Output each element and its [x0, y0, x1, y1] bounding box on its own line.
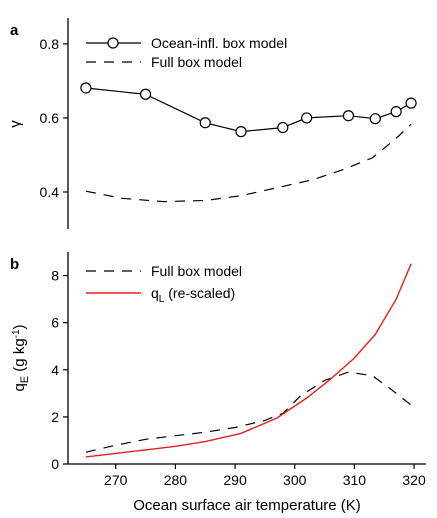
legend-full-box-model-b: Full box model: [151, 263, 242, 279]
panel-a-series-0-point: [342, 110, 355, 122]
panel-b-y-axis-label: qE (g kg-1): [11, 324, 31, 391]
panel-b-series-0-line: [85, 371, 412, 453]
legend-full-box-model-a: Full box model: [151, 54, 242, 70]
panel-a-y-tick-label: 0.4: [40, 184, 60, 200]
panel-a-y-tick-label: 0.8: [40, 36, 60, 52]
panel-b-series: [85, 263, 412, 458]
panel-a-y-ticks: 0.4 0.6 0.8: [40, 36, 68, 200]
panel-a-series-0-point: [139, 88, 152, 100]
panel-a: a γ 0.4 0.6 0.8 Ocean-infl. box model Full…: [7, 18, 417, 229]
panel-b-x-axis-label: Ocean surface air temperature (K): [133, 497, 361, 514]
panel-a-series-0-point: [235, 126, 247, 138]
panel-b-x-ticks: 270 280 290 300 310 320: [104, 464, 426, 488]
panel-b-y-tick-label: 6: [51, 315, 59, 331]
legend-ocean-marker: [107, 37, 119, 49]
panel-b-y-ticks: 0 2 4 6 8: [51, 268, 68, 472]
panel-b-y-tick-label: 4: [51, 362, 59, 378]
panel-a-series-0-point: [199, 117, 211, 129]
panel-b-y-tick-label: 2: [51, 409, 59, 425]
panel-b-series-1-line: [85, 263, 412, 458]
panel-b-y-tick-label: 8: [51, 268, 59, 284]
panel-a-series-0-point: [80, 82, 92, 94]
panel-a-series-0-point: [405, 97, 417, 109]
panel-a-series-0-line: [85, 87, 412, 133]
panel-b-legend: Full box model qL (re-scaled): [86, 263, 242, 305]
panel-a-y-tick-label: 0.6: [40, 110, 60, 126]
panel-b-x-tick-label: 310: [343, 472, 367, 488]
panel-b-label: b: [10, 256, 19, 273]
panel-a-label: a: [10, 22, 19, 39]
panel-a-y-axis-label: γ: [7, 120, 24, 128]
panel-a-legend: Ocean-infl. box model Full box model: [86, 35, 287, 70]
panel-b-x-tick-label: 320: [402, 472, 426, 488]
panel-a-series-1-line: [85, 123, 412, 203]
panel-a-series-0-point: [301, 112, 313, 124]
panel-b: b qE (g kg-1) 0 2 4 6 8 270 280 290 300 310 320 O…: [10, 252, 426, 514]
panel-a-series-0-point: [277, 121, 289, 134]
panel-b-x-tick-label: 280: [164, 472, 188, 488]
panel-b-x-tick-label: 270: [104, 472, 128, 488]
panel-b-x-tick-label: 290: [223, 472, 247, 488]
legend-ocean-infl-box-model: Ocean-infl. box model: [151, 35, 287, 51]
panel-b-x-tick-label: 300: [283, 472, 307, 488]
panel-a-series: [80, 82, 417, 203]
panel-a-series-0-point: [369, 113, 381, 125]
legend-ql-rescaled: qL (re-scaled): [151, 285, 235, 305]
panel-a-series-0-point: [390, 106, 402, 118]
panel-b-y-tick-label: 0: [51, 456, 59, 472]
